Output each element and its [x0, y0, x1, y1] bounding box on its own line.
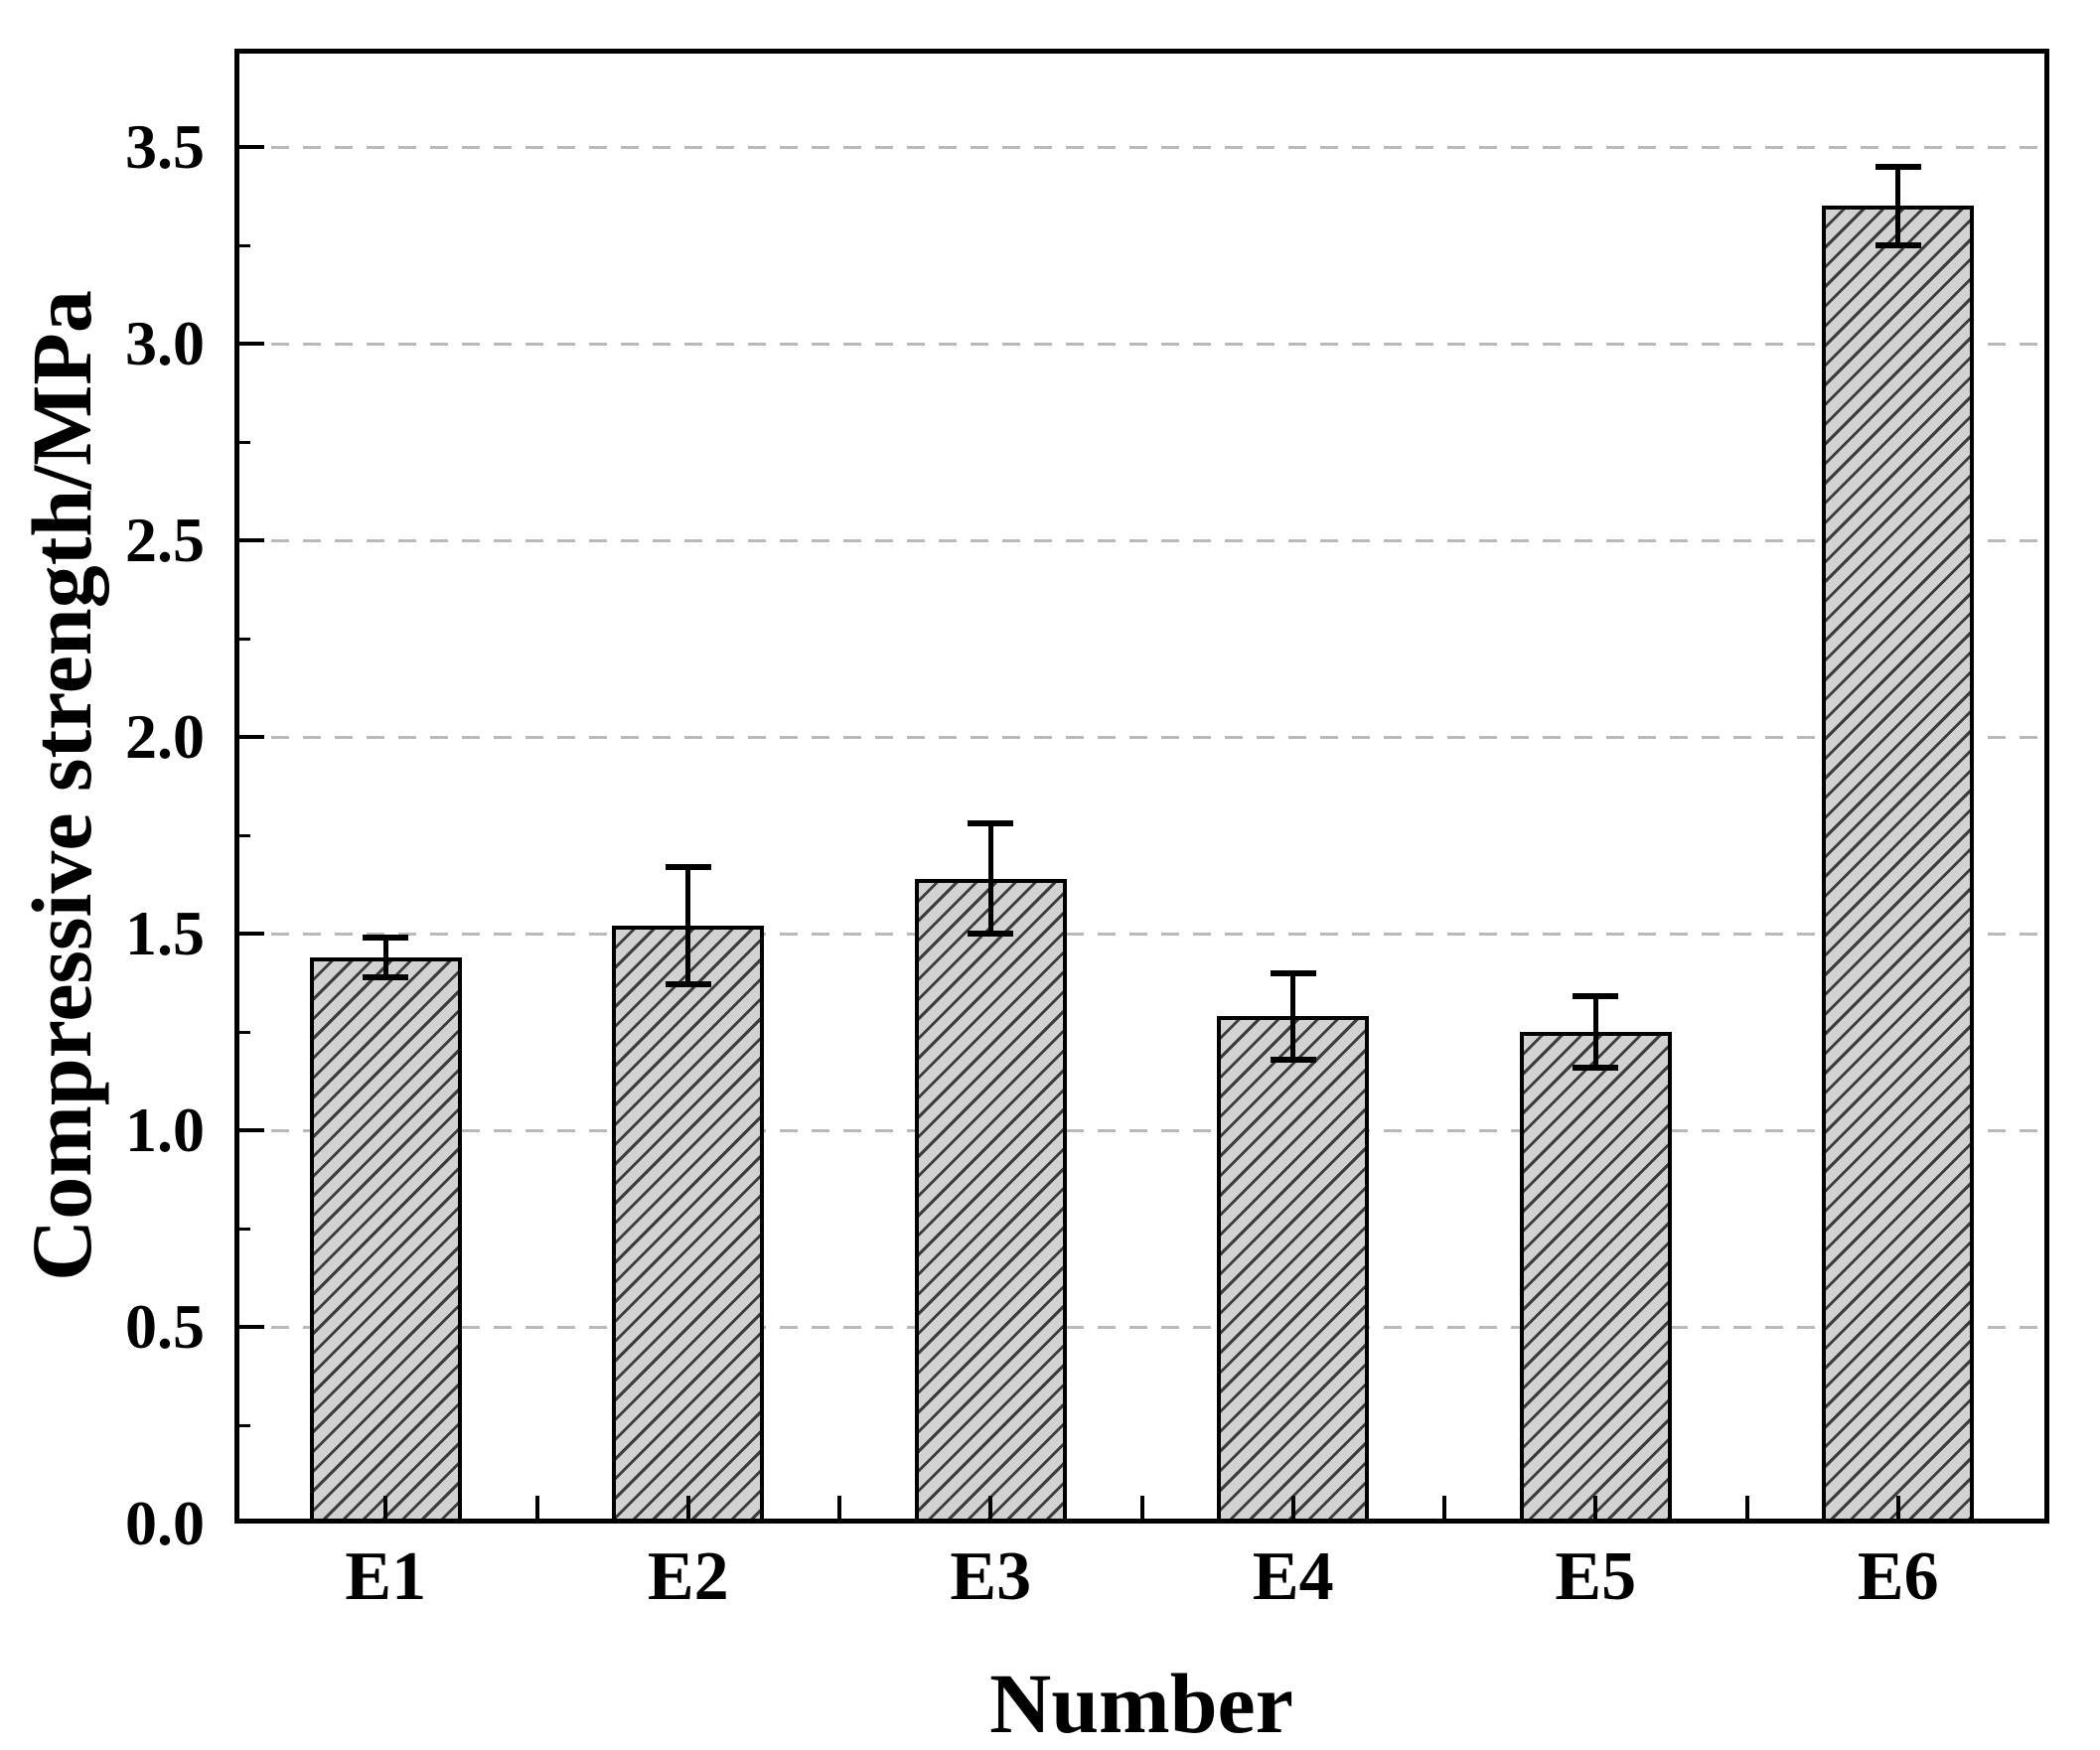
error-bar-line-E1	[382, 937, 388, 977]
y-tick-label-3.0: 3.0	[125, 308, 205, 378]
x-boundary-tick-2	[837, 1496, 841, 1524]
error-bar-line-E5	[1592, 996, 1598, 1068]
y-tick-label-3.5: 3.5	[125, 111, 205, 182]
gridline-1.5	[239, 932, 2044, 936]
y-tick-label-0.0: 0.0	[125, 1488, 205, 1558]
x-boundary-tick-4	[1442, 1496, 1446, 1524]
y-tick-label-1.5: 1.5	[125, 898, 205, 968]
error-bar-bottom-cap-E2	[665, 981, 711, 988]
y-major-tick-2.00	[234, 735, 264, 739]
y-tick-label-0.5: 0.5	[125, 1291, 205, 1362]
y-major-tick-1.00	[234, 1128, 264, 1132]
x-center-tick-E6	[1895, 1496, 1900, 1524]
y-major-tick-1.50	[234, 932, 264, 936]
y-major-tick-3.50	[234, 145, 264, 149]
y-tick-label-1.0: 1.0	[125, 1094, 205, 1165]
x-boundary-tick-5	[1744, 1496, 1749, 1524]
x-tick-label-E5: E5	[1555, 1538, 1637, 1615]
bar-E5	[1519, 1032, 1672, 1524]
bar-E6	[1822, 206, 1975, 1524]
error-bar-top-cap-E1	[363, 934, 409, 941]
x-tick-label-E1: E1	[345, 1538, 427, 1615]
y-major-tick-0.50	[234, 1325, 264, 1329]
y-major-tick-2.50	[234, 538, 264, 542]
error-bar-top-cap-E3	[968, 820, 1014, 827]
error-bar-bottom-cap-E5	[1573, 1064, 1619, 1071]
error-bar-line-E3	[987, 823, 993, 934]
y-minor-tick-1.75	[234, 833, 250, 837]
error-bar-bottom-cap-E1	[363, 973, 409, 980]
y-minor-tick-1.25	[234, 1030, 250, 1034]
gridline-3.0	[239, 342, 2044, 346]
y-minor-tick-2.75	[234, 440, 250, 444]
plot-area	[234, 49, 2049, 1524]
y-tick-label-2.0: 2.0	[125, 701, 205, 772]
plot-frame	[234, 49, 2049, 1524]
error-bar-top-cap-E6	[1875, 163, 1921, 170]
x-center-tick-E1	[383, 1496, 388, 1524]
error-bar-bottom-cap-E4	[1270, 1056, 1316, 1063]
y-minor-tick-0.75	[234, 1227, 250, 1231]
y-minor-tick-0.25	[234, 1423, 250, 1427]
error-bar-line-E4	[1290, 972, 1296, 1060]
error-bar-line-E2	[685, 866, 691, 985]
x-center-tick-E3	[988, 1496, 993, 1524]
x-axis-title: Number	[989, 1656, 1293, 1750]
y-major-tick-3.00	[234, 342, 264, 346]
gridline-2.5	[239, 538, 2044, 542]
x-tick-label-E3: E3	[950, 1538, 1032, 1615]
x-center-tick-E4	[1290, 1496, 1295, 1524]
bar-E4	[1217, 1016, 1370, 1524]
x-center-tick-E2	[685, 1496, 690, 1524]
gridline-3.5	[239, 145, 2044, 149]
x-center-tick-E5	[1593, 1496, 1598, 1524]
error-bar-top-cap-E2	[665, 863, 711, 870]
bar-E2	[612, 926, 765, 1524]
error-bar-top-cap-E5	[1573, 993, 1619, 1000]
error-bar-bottom-cap-E3	[968, 931, 1014, 937]
error-bar-top-cap-E4	[1270, 969, 1316, 976]
x-tick-label-E6: E6	[1857, 1538, 1939, 1615]
x-boundary-tick-1	[534, 1496, 539, 1524]
x-boundary-tick-3	[1139, 1496, 1144, 1524]
y-tick-label-2.5: 2.5	[125, 505, 205, 575]
x-tick-label-E4: E4	[1252, 1538, 1334, 1615]
bar-E1	[309, 956, 462, 1524]
bar-E3	[914, 878, 1067, 1524]
gridline-1.0	[239, 1128, 2044, 1132]
gridline-0.5	[239, 1325, 2044, 1329]
y-minor-tick-3.25	[234, 243, 250, 247]
error-bar-bottom-cap-E6	[1875, 242, 1921, 248]
gridline-2.0	[239, 735, 2044, 739]
error-bar-line-E6	[1895, 166, 1901, 245]
x-tick-label-E2: E2	[647, 1538, 729, 1615]
y-minor-tick-2.25	[234, 637, 250, 641]
